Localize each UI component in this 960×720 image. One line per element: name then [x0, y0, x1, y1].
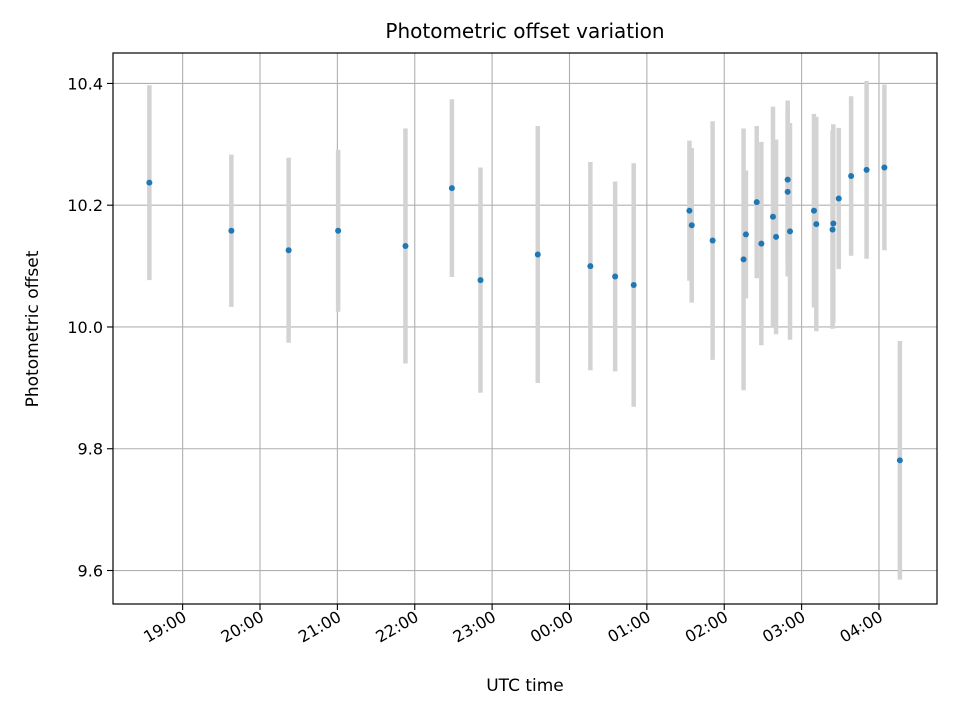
data-point — [742, 231, 749, 238]
data-point — [830, 220, 837, 227]
x-axis-title: UTC time — [486, 676, 564, 696]
data-point — [477, 277, 484, 284]
data-point — [829, 226, 836, 233]
data-point — [146, 179, 153, 186]
data-point — [285, 247, 292, 254]
y-tick-label: 10.0 — [67, 318, 103, 337]
data-point — [612, 273, 619, 280]
data-point — [753, 199, 760, 206]
data-point — [773, 233, 780, 240]
data-points — [146, 164, 903, 464]
data-point — [448, 185, 455, 192]
grid — [113, 53, 937, 604]
data-point — [534, 251, 541, 258]
data-point — [335, 227, 342, 234]
y-tick-label: 10.2 — [67, 196, 103, 215]
data-point — [863, 166, 870, 173]
data-point — [835, 195, 842, 202]
data-point — [848, 172, 855, 179]
data-point — [740, 256, 747, 263]
data-point — [587, 263, 594, 270]
data-point — [769, 213, 776, 220]
y-tick-label: 9.8 — [78, 440, 103, 459]
y-axis-title: Photometric offset — [23, 250, 43, 407]
plot-frame — [112, 52, 938, 605]
data-point — [402, 243, 409, 250]
y-tick-label: 9.6 — [78, 562, 103, 581]
data-point — [686, 207, 693, 214]
y-tick-label: 10.4 — [67, 74, 103, 93]
data-point — [784, 188, 791, 195]
data-point — [758, 240, 765, 247]
chart-title: Photometric offset variation — [385, 19, 664, 43]
data-point — [228, 227, 235, 234]
data-point — [784, 176, 791, 183]
data-point — [881, 164, 888, 171]
y-axis: 9.6 9.8 10.0 10.2 10.4 — [67, 74, 113, 581]
data-point — [688, 222, 695, 229]
data-point — [896, 457, 903, 464]
data-point — [709, 237, 716, 244]
data-point — [810, 207, 817, 214]
data-point — [786, 228, 793, 235]
data-point — [630, 281, 637, 288]
data-point — [813, 221, 820, 228]
